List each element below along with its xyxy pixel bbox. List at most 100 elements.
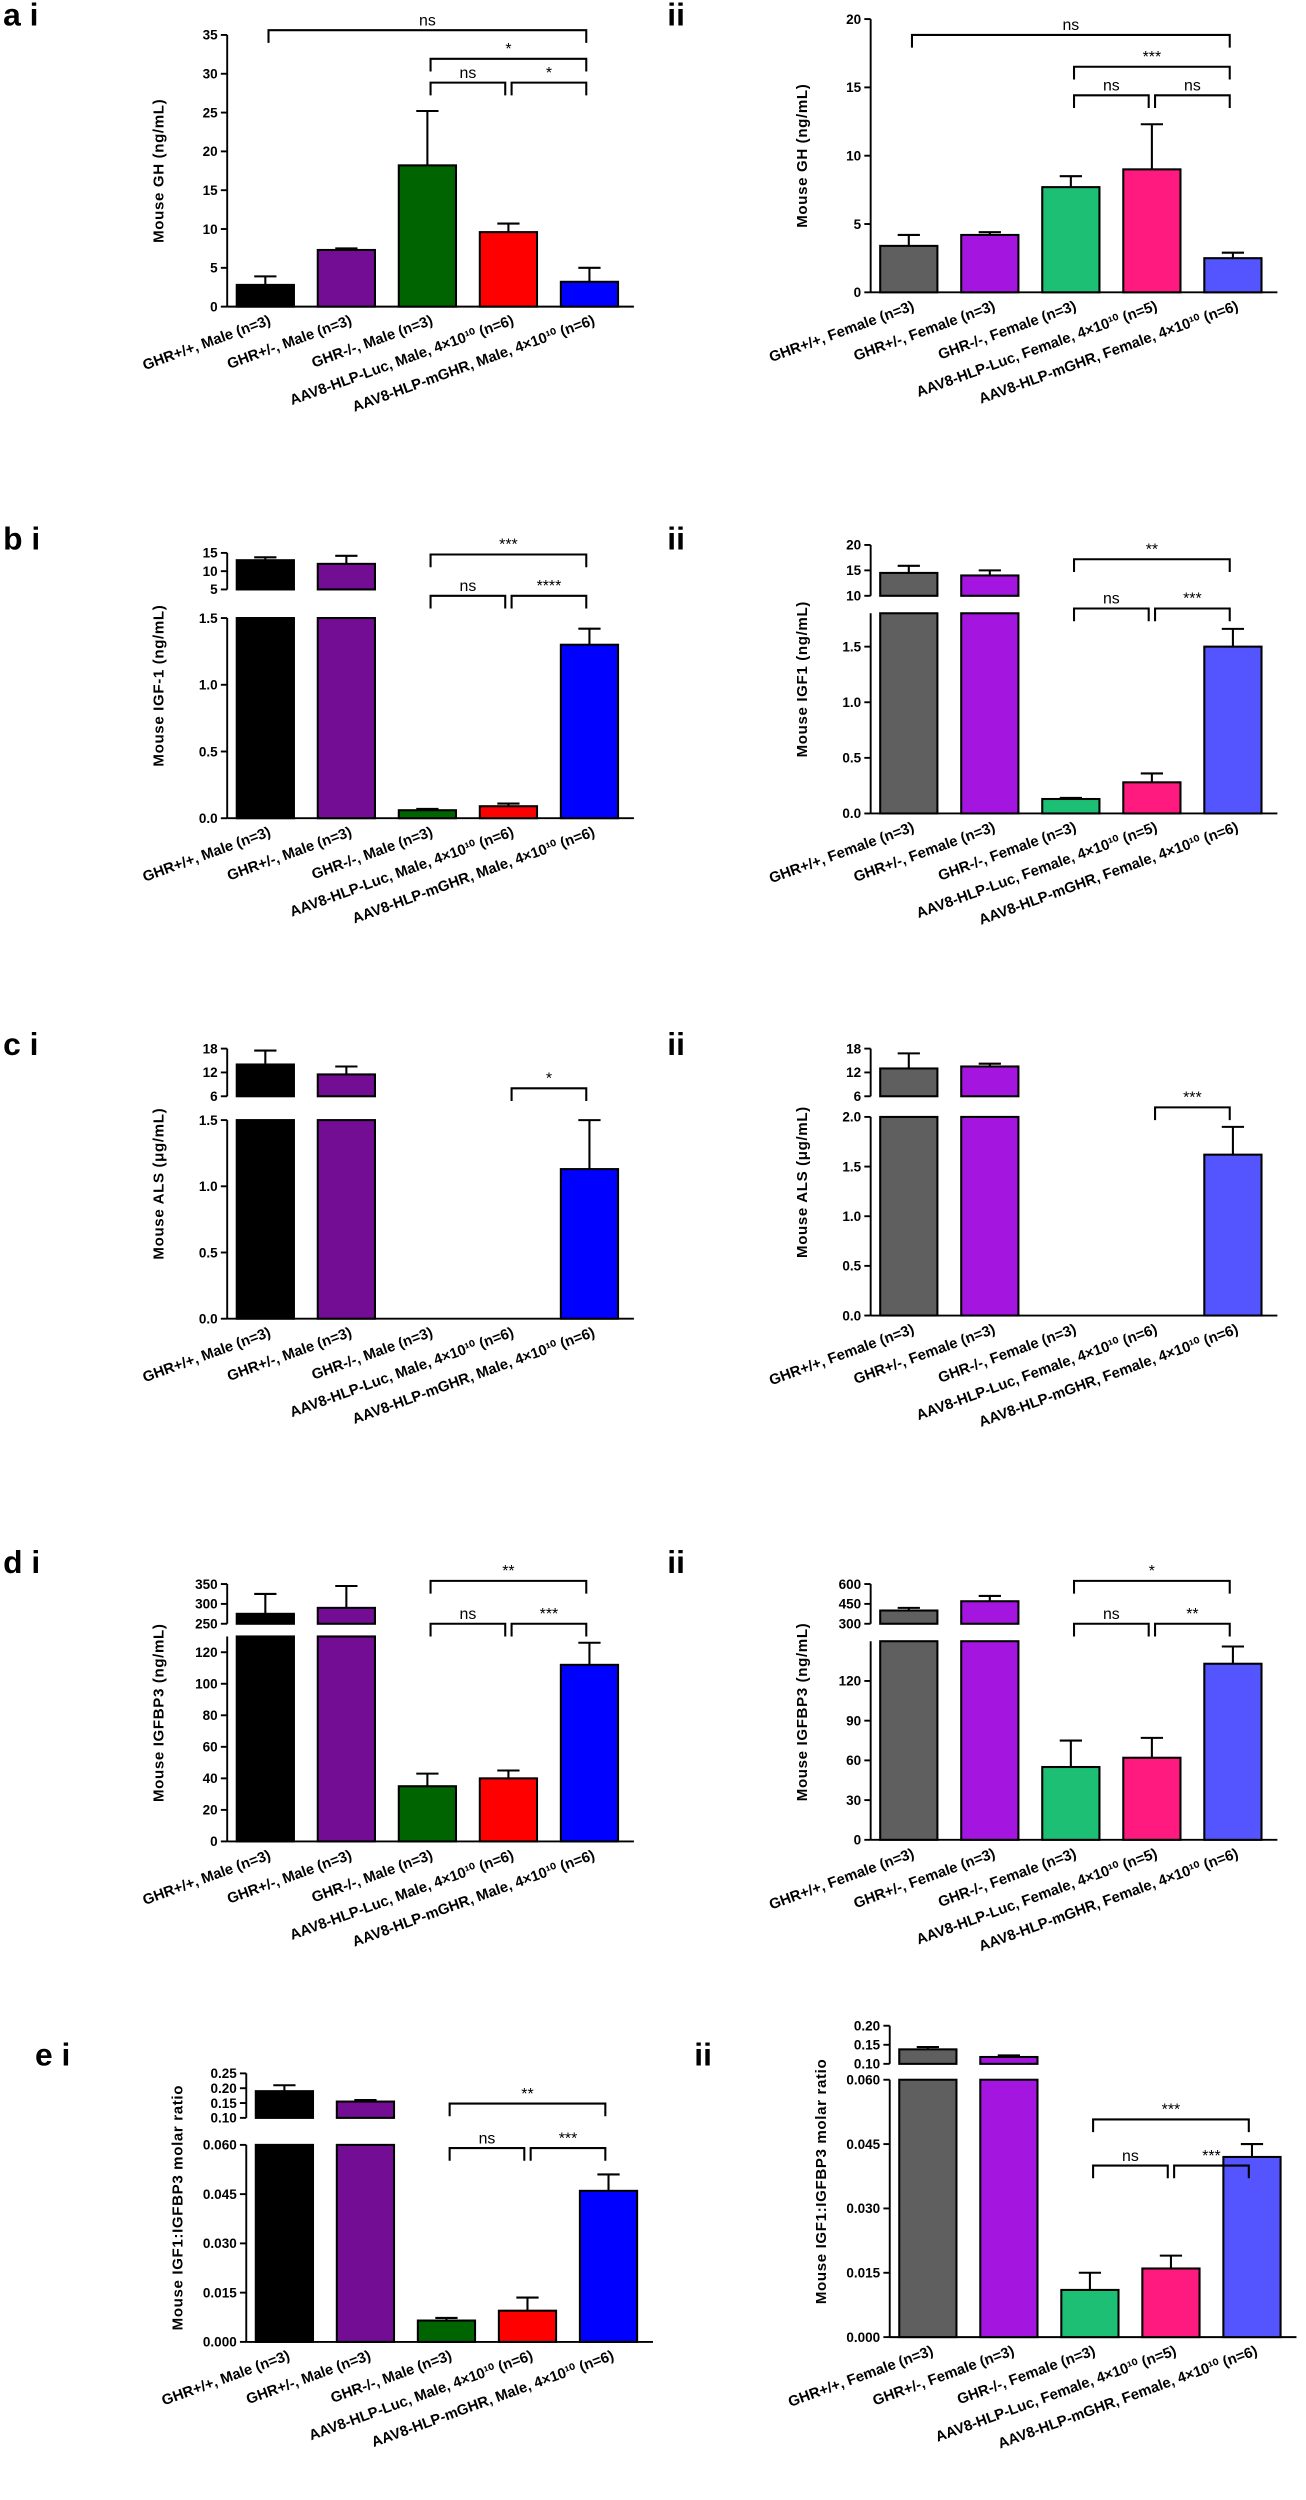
y-tick-label: 25 [203, 105, 219, 120]
x-tick-label: GHR+/+, Male (n=3) [141, 313, 273, 374]
significance-label: **** [537, 578, 562, 595]
y-tick-label: 0.20 [854, 2018, 880, 2033]
y-tick-label: 0.015 [846, 2266, 880, 2281]
significance-bracket [429, 1579, 588, 1594]
y-tick-label: 0.20 [210, 2081, 236, 2096]
y-tick-label: 600 [839, 1577, 862, 1592]
bar [235, 1612, 295, 1625]
x-tick-label: GHR+/+, Female (n=3) [767, 1322, 916, 1389]
error-bar [416, 109, 439, 166]
significance-bracket [429, 81, 507, 96]
bar [979, 2055, 1039, 2065]
significance-label: ** [502, 1563, 514, 1580]
error-bar [416, 807, 439, 811]
y-axis-label: Mouse IGF-1 (ng/mL) [151, 605, 168, 767]
chart: e i 0.000 0.015 0.030 0.045 0.060 0.100.150.20… [35, 2036, 653, 2451]
bar [397, 809, 458, 820]
y-tick-label: 0.5 [199, 744, 218, 759]
bar [559, 280, 620, 308]
x-tick-label: GHR+/-, Female (n=3) [871, 2343, 1017, 2409]
panel-label: e i [35, 2036, 70, 2072]
error-bar [578, 1119, 601, 1170]
bar [879, 244, 939, 294]
y-tick-label: 35 [203, 28, 219, 43]
bar [478, 231, 539, 308]
significance-label: ns [1103, 591, 1120, 608]
x-tick-label: GHR+/+, Female (n=3) [786, 2343, 935, 2410]
y-tick-label: 10 [203, 564, 218, 579]
bar [316, 1119, 376, 1320]
x-tick-label: GHR+/+, Female (n=3) [767, 820, 916, 887]
bar [879, 1115, 939, 1317]
y-tick-label: 0 [210, 1834, 218, 1849]
y-tick-label: 120 [839, 1674, 862, 1689]
bar [1060, 2288, 1120, 2339]
significance-bracket [1173, 2164, 1250, 2179]
significance-bracket [448, 2147, 526, 2161]
x-tick-label: GHR+/+, Female (n=3) [767, 299, 916, 366]
error-bar [1221, 627, 1245, 647]
error-bar [497, 1769, 520, 1779]
y-tick-label: 0.5 [842, 751, 861, 766]
error-bar [497, 222, 520, 233]
significance-bracket [510, 594, 588, 609]
significance-bracket [1072, 65, 1231, 80]
error-bar [1140, 123, 1164, 170]
error-bar [1140, 1736, 1164, 1758]
y-tick-label: 80 [203, 1708, 218, 1723]
significance-bracket [910, 33, 1231, 48]
significance-label: ns [1184, 78, 1201, 95]
significance-label: * [505, 41, 511, 58]
y-tick-label: 0.015 [203, 2285, 237, 2300]
error-bar [416, 1772, 439, 1787]
error-bar [978, 231, 1001, 235]
bar [316, 562, 376, 591]
bar [1122, 781, 1182, 815]
y-tick-label: 1.0 [199, 678, 218, 693]
x-tick-label: GHR+/-, Female (n=3) [852, 1322, 998, 1388]
y-tick-label: 15 [846, 80, 862, 95]
y-tick-label: 20 [846, 538, 861, 553]
y-tick-label: 30 [203, 67, 218, 82]
y-tick-label: 0.5 [842, 1259, 861, 1274]
y-axis-label: Mouse ALS (μg/mL) [794, 1106, 811, 1258]
x-tick-label: GHR+/-, Female (n=3) [852, 1846, 998, 1912]
y-tick-label: 1.5 [199, 611, 218, 626]
error-bar [254, 556, 277, 561]
bar [335, 2143, 396, 2343]
y-tick-label: 10 [846, 148, 861, 163]
y-tick-label: 120 [195, 1645, 218, 1660]
y-tick-label: 20 [203, 144, 218, 159]
y-tick-label: 60 [846, 1753, 861, 1768]
significance-label: *** [1183, 591, 1202, 608]
y-tick-label: 40 [203, 1771, 218, 1786]
y-tick-label: 0.000 [846, 2330, 880, 2345]
significance-label: ns [479, 2130, 496, 2147]
bar [1203, 645, 1263, 815]
y-tick-label: 1.0 [842, 1209, 861, 1224]
bar [235, 617, 295, 820]
error-bar [1221, 251, 1245, 259]
bar [254, 2143, 315, 2343]
x-tick-label: GHR+/+, Male (n=3) [160, 2348, 292, 2409]
y-axis-label: Mouse GH (ng/mL) [794, 84, 811, 228]
y-tick-label: 15 [846, 563, 862, 578]
bar [397, 164, 458, 308]
error-bar [897, 564, 920, 573]
y-tick-label: 250 [195, 1617, 218, 1632]
error-bar [897, 1606, 920, 1611]
chart: ii 0 30 60 90 120 300 450 600 Mouse IGFBP3 (ng/mL… [667, 1544, 1278, 1955]
panel-label: ii [667, 0, 685, 32]
significance-label: *** [1143, 49, 1162, 66]
y-tick-label: 0.060 [203, 2138, 237, 2153]
bar [497, 2309, 558, 2343]
bar [235, 1119, 295, 1320]
y-axis-label: Mouse IGFBP3 (ng/mL) [151, 1623, 168, 1802]
significance-label: ns [1062, 17, 1079, 34]
y-tick-label: 100 [195, 1677, 218, 1692]
bar [960, 574, 1020, 597]
chart: c i 0.0 0.5 1.0 1.5 6 12 18 Mouse ALS (μg/mL) GHR… [3, 1026, 634, 1428]
panel-label: ii [694, 2036, 712, 2072]
y-tick-label: 0.10 [854, 2057, 880, 2072]
bar [235, 283, 295, 308]
